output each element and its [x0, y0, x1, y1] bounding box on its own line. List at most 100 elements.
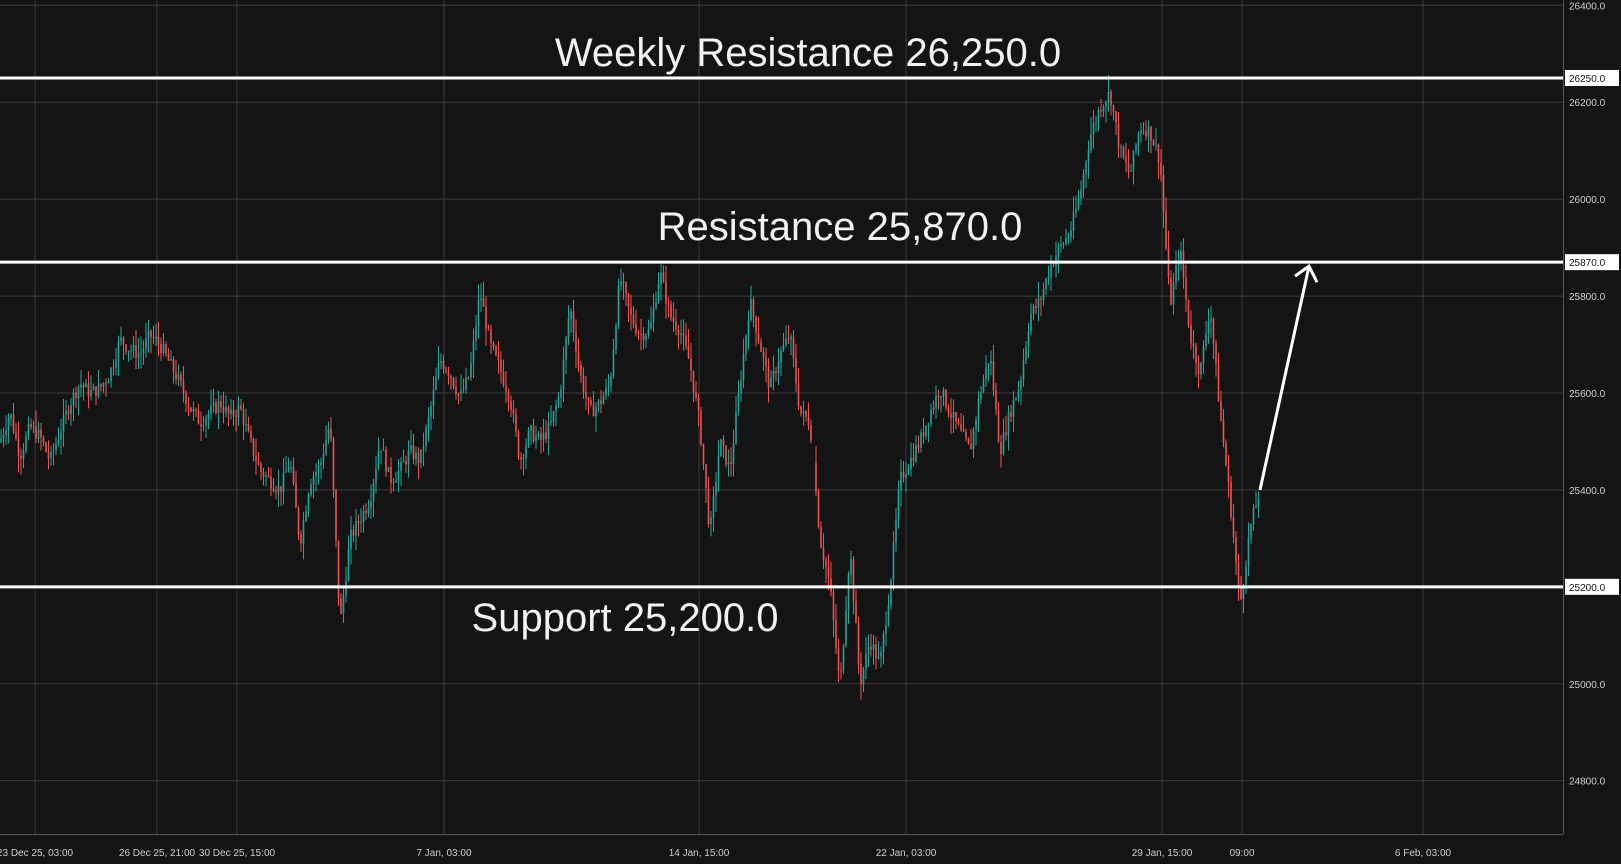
- candle-body: [742, 353, 745, 381]
- candle-body: [125, 345, 127, 352]
- candle-body: [207, 413, 210, 419]
- candle-body: [955, 412, 957, 422]
- candle-body: [142, 348, 145, 353]
- candle-body: [635, 324, 637, 333]
- candle-body: [587, 397, 590, 401]
- candle-body: [980, 391, 982, 399]
- candle-body: [42, 437, 45, 443]
- time-axis[interactable]: 23 Dec 25, 03:00 26 Dec 25, 21:00 30 Dec 2…: [0, 848, 1452, 859]
- candle-body: [567, 318, 570, 338]
- candle-body: [257, 461, 260, 465]
- candle-body: [1082, 173, 1085, 190]
- candle-body: [1040, 298, 1042, 300]
- candle-body: [977, 398, 980, 420]
- candle-body: [842, 645, 845, 671]
- candle-body: [310, 484, 312, 495]
- candle-body: [775, 371, 777, 373]
- candle-body: [715, 481, 717, 496]
- candle-body: [655, 301, 657, 308]
- candle-body: [392, 482, 395, 484]
- candle-body: [865, 653, 867, 669]
- candle-body: [375, 468, 377, 483]
- candle-body: [1140, 130, 1142, 134]
- candle-body: [462, 389, 465, 391]
- candle-body: [1170, 277, 1172, 305]
- candle-body: [282, 472, 285, 492]
- candle-body: [247, 424, 250, 432]
- candle-body: [307, 494, 310, 512]
- candle-body: [1062, 243, 1065, 245]
- candle-body: [575, 332, 577, 353]
- candle-body: [632, 314, 635, 325]
- candle-body: [592, 404, 595, 417]
- candle-body: [1025, 346, 1027, 361]
- level-label: Support 25,200.0: [472, 596, 779, 640]
- candle-body: [20, 455, 22, 459]
- candle-body: [1045, 278, 1047, 290]
- candle-body: [62, 414, 65, 433]
- candle-body: [510, 400, 512, 410]
- candle-body: [297, 507, 300, 535]
- candle-body: [110, 368, 112, 382]
- candle-body: [927, 423, 930, 426]
- candle-body: [1080, 189, 1082, 199]
- candle-body: [337, 540, 340, 599]
- candle-body: [542, 432, 545, 440]
- candle-body: [1072, 212, 1075, 231]
- price-axis[interactable]: 26400.0 26200.0 26000.0 25800.0 25600.0 25400…: [1569, 1, 1606, 787]
- candle-body: [570, 311, 572, 319]
- candle-body: [65, 410, 67, 415]
- candle-body: [962, 429, 965, 432]
- candle-body: [515, 414, 517, 432]
- candle-body: [697, 397, 700, 411]
- candle-body: [937, 395, 940, 398]
- candle-body: [25, 436, 27, 451]
- candle-body: [545, 432, 547, 439]
- candle-body: [405, 461, 407, 465]
- candle-body: [50, 451, 52, 459]
- candle-body: [672, 317, 675, 322]
- candle-body: [860, 663, 862, 684]
- candle-body: [822, 547, 825, 560]
- candle-body: [1127, 162, 1130, 172]
- candle-body: [145, 338, 147, 349]
- candle-body: [92, 386, 95, 391]
- candle-body: [165, 344, 167, 354]
- candle-body: [90, 390, 92, 397]
- candle-body: [1042, 289, 1045, 300]
- candle-body: [420, 449, 422, 464]
- candles: [0, 74, 1260, 700]
- candle-body: [427, 416, 430, 428]
- candle-body: [1112, 105, 1115, 112]
- candle-body: [170, 359, 172, 361]
- candle-body: [180, 374, 182, 381]
- candle-body: [1225, 442, 1227, 466]
- candle-body: [667, 303, 670, 305]
- candle-body: [720, 439, 722, 457]
- candle-body: [897, 490, 900, 520]
- candle-body: [35, 426, 37, 439]
- candle-body: [1155, 144, 1157, 146]
- candle-body: [585, 391, 587, 398]
- candle-body: [272, 488, 275, 491]
- time-tick-label: 6 Feb, 03:00: [1395, 848, 1452, 859]
- time-tick-label: 23 Dec 25, 03:00: [0, 848, 74, 859]
- candle-body: [1157, 144, 1160, 163]
- candle-body: [325, 440, 327, 454]
- candle-body: [107, 381, 110, 384]
- candle-body: [122, 337, 125, 346]
- candle-body: [1237, 562, 1240, 587]
- candle-body: [460, 390, 462, 395]
- candle-body: [70, 404, 72, 414]
- candle-body: [625, 283, 627, 294]
- price-tick-label: 26400.0: [1569, 1, 1606, 12]
- candle-body: [770, 377, 772, 388]
- candle-body: [642, 334, 645, 341]
- candle-body: [37, 429, 40, 439]
- candle-body: [1172, 282, 1175, 305]
- candle-body: [30, 424, 32, 428]
- candle-body: [1247, 537, 1250, 567]
- candle-body: [870, 646, 872, 650]
- candle-body: [322, 453, 325, 462]
